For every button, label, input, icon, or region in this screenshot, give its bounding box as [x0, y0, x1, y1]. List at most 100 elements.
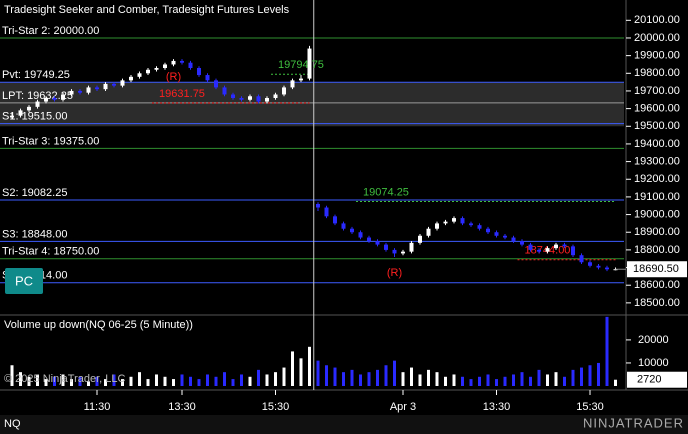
- level-label: Tri-Star 4: 18750.00: [2, 246, 99, 258]
- volume-bar: [70, 379, 73, 386]
- last-price-box: [627, 261, 687, 278]
- volume-bar: [44, 379, 48, 386]
- x-tick-label: 15:30: [262, 401, 290, 413]
- volume-bar: [36, 374, 39, 386]
- candle-body: [528, 244, 533, 250]
- last-volume-box: [627, 371, 687, 388]
- candle-body: [579, 255, 584, 263]
- candle-body: [605, 267, 609, 270]
- volume-bar: [180, 374, 184, 386]
- last-volume-label: 2720: [637, 374, 661, 386]
- volume-bar: [580, 367, 583, 386]
- candle-body: [426, 228, 431, 236]
- volume-bar: [376, 369, 379, 386]
- volume-bar: [435, 372, 439, 386]
- candle-body: [316, 203, 320, 208]
- candle-body: [418, 235, 422, 243]
- candle-body: [44, 98, 48, 102]
- volume-bar: [316, 360, 320, 386]
- volume-bar: [248, 376, 252, 386]
- volume-bar: [240, 374, 243, 386]
- volume-bar: [495, 379, 498, 386]
- candle-body: [350, 228, 354, 233]
- volume-bar: [189, 376, 192, 386]
- y-tick-label: 19800.00: [634, 67, 680, 79]
- candle-body: [171, 60, 176, 65]
- volume-bar: [614, 379, 617, 386]
- volume-bar: [10, 365, 14, 386]
- volume-bar: [325, 365, 328, 386]
- volume-bar: [61, 374, 65, 386]
- pc-button[interactable]: [5, 268, 43, 294]
- candle-body: [103, 83, 108, 90]
- copyright: © 2025 NinjaTrader, LLC: [4, 373, 125, 385]
- volume-bar: [401, 372, 405, 386]
- candle-body: [537, 249, 541, 252]
- annotation: 19794.75: [278, 59, 324, 71]
- volume-bar: [53, 376, 56, 386]
- candle-body: [503, 235, 507, 238]
- candle-body: [273, 94, 278, 99]
- volume-bar: [206, 374, 209, 386]
- level-label: Pvt: 19749.25: [2, 69, 70, 81]
- annotation: 19631.75: [159, 88, 205, 100]
- volume-bar: [197, 379, 201, 386]
- candle-body: [256, 96, 261, 102]
- level-label: Tri-Star 2: 20000.00: [2, 25, 99, 37]
- candle-body: [469, 223, 473, 226]
- candle-body: [452, 218, 456, 222]
- candle-body: [477, 225, 482, 229]
- volume-tick-label: 20000: [638, 334, 669, 346]
- volume-bar: [308, 346, 311, 386]
- candle-body: [401, 251, 405, 254]
- volume-bar: [231, 379, 235, 386]
- instrument-label: NQ: [4, 418, 21, 430]
- volume-bar: [469, 379, 473, 386]
- candle-body: [239, 98, 244, 100]
- candle-body: [358, 232, 363, 238]
- candle-body: [78, 90, 82, 93]
- volume-bar: [588, 365, 592, 386]
- y-tick-label: 18500.00: [634, 297, 680, 309]
- annotation: (R): [166, 71, 181, 83]
- volume-bar: [512, 374, 515, 386]
- candle-body: [333, 216, 337, 224]
- y-tick-label: 19700.00: [634, 85, 680, 97]
- volume-bar: [393, 360, 396, 386]
- candle-body: [129, 76, 133, 81]
- volume-bar: [384, 365, 388, 386]
- candle-body: [120, 80, 125, 86]
- x-tick-label: 11:30: [84, 401, 111, 413]
- x-tick-label: 13:30: [483, 401, 511, 413]
- volume-bar: [95, 376, 99, 386]
- candle-body: [282, 87, 286, 95]
- candle-body: [588, 262, 592, 266]
- candle-body: [86, 87, 91, 93]
- candle-body: [180, 60, 184, 63]
- volume-bar: [427, 369, 430, 386]
- volume-bar: [138, 372, 141, 386]
- x-tick-label: 13:30: [168, 401, 196, 413]
- volume-bar: [452, 374, 456, 386]
- candle-body: [35, 101, 40, 107]
- pc-button-label[interactable]: PC: [15, 273, 33, 288]
- volume-bar: [563, 376, 566, 386]
- y-tick-label: 19300.00: [634, 155, 680, 167]
- volume-bar: [486, 374, 490, 386]
- volume-bar: [478, 376, 481, 386]
- volume-bar: [291, 351, 294, 386]
- volume-bar: [19, 372, 22, 386]
- candle-body: [435, 223, 439, 229]
- y-tick-label: 18600.00: [634, 279, 680, 291]
- volume-bar: [554, 372, 558, 386]
- candle-body: [367, 237, 371, 242]
- y-tick-label: 19500.00: [634, 120, 680, 132]
- candle-body: [494, 232, 499, 236]
- y-tick-label: 18900.00: [634, 226, 680, 238]
- volume-bar: [146, 379, 150, 386]
- volume-bar: [333, 367, 337, 386]
- volume-title: Volume up down(NQ 06-25 (5 Minute)): [4, 319, 193, 331]
- candle-body: [205, 75, 210, 81]
- candle-body: [197, 67, 201, 76]
